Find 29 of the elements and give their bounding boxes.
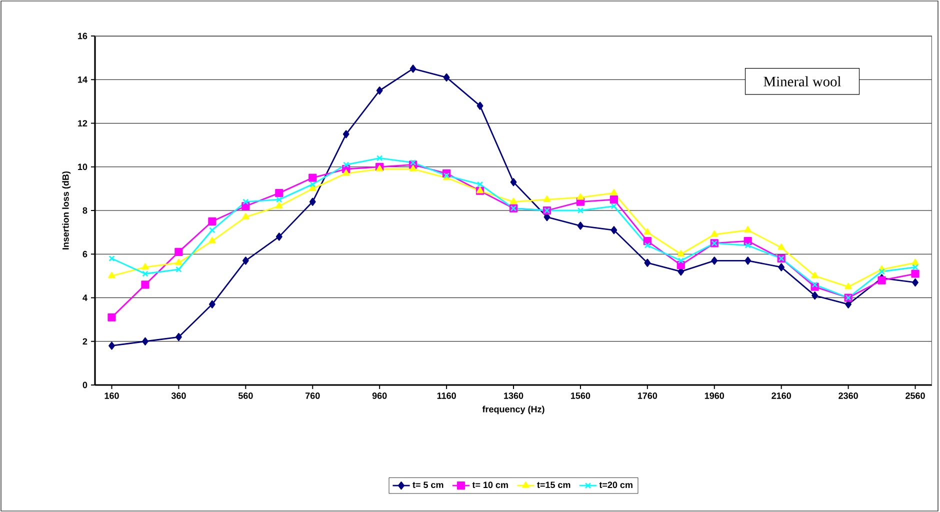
x-tick-label: 2160 [772, 392, 791, 399]
x-tick-label: 1160 [437, 392, 456, 399]
legend-label: t=20 cm [599, 482, 632, 488]
y-axis-title: Insertion loss (dB) [62, 171, 71, 250]
x-tick-label: 560 [238, 392, 253, 399]
x-tick-label: 1560 [571, 392, 590, 399]
y-tick-label: 16 [78, 32, 88, 40]
y-tick-label: 10 [78, 164, 88, 170]
x-tick-label: 960 [372, 392, 387, 399]
y-tick-label: 14 [78, 76, 88, 83]
y-tick-label: 2 [82, 338, 88, 345]
x-tick-label: 2560 [906, 392, 925, 399]
x-axis-title: frequency (Hz) [482, 406, 544, 414]
x-tick-label: 160 [104, 392, 119, 399]
y-tick-label: 6 [82, 250, 88, 258]
legend-label: t=15 cm [537, 482, 570, 488]
legend-label: t= 5 cm [412, 482, 444, 488]
x-tick-label: 1360 [504, 392, 524, 399]
y-tick-label: 12 [78, 120, 88, 126]
annotation: Mineral wool [764, 76, 841, 86]
x-tick-label: 2360 [838, 392, 858, 399]
y-tick-label: 4 [82, 294, 88, 301]
x-tick-label: 760 [306, 392, 320, 399]
x-tick-label: 1760 [638, 392, 658, 399]
legend-label: t= 10 cm [472, 482, 508, 488]
x-tick-label: 360 [171, 392, 186, 399]
y-tick-label: 8 [82, 207, 88, 214]
x-tick-label: 1960 [704, 392, 724, 399]
y-tick-label: 0 [82, 382, 88, 388]
